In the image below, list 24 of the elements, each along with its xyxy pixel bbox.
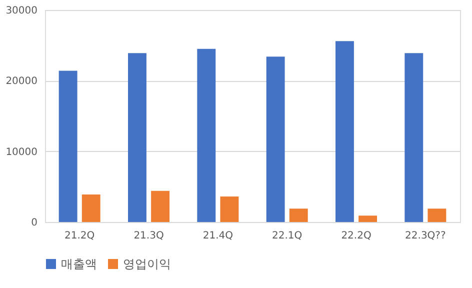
bar [404,53,424,222]
bar [289,208,308,222]
x-tick-label: 22.3Q?? [405,230,446,242]
bar [128,53,146,222]
x-tick-label: 21.3Q [134,230,164,242]
bar [336,41,354,222]
bar [266,56,285,222]
legend-label: 매출액 [61,257,97,271]
y-tick-label: 20000 [6,76,38,88]
bar [82,194,100,222]
bar [58,70,78,222]
x-tick-label: 22.2Q [341,230,372,242]
legend-label: 영업이익 [123,257,171,271]
x-tick-label: 21.2Q [64,230,95,242]
y-tick-label: 10000 [6,146,38,158]
bar [151,190,170,222]
x-tick-label: 21.4Q [202,230,234,242]
bar [220,196,239,222]
y-tick-label: 0 [31,218,38,228]
bar [197,48,216,222]
bar [428,208,446,222]
x-tick-label: 22.1Q [272,230,302,242]
bar [358,216,377,222]
y-tick-label: 30000 [6,6,38,16]
